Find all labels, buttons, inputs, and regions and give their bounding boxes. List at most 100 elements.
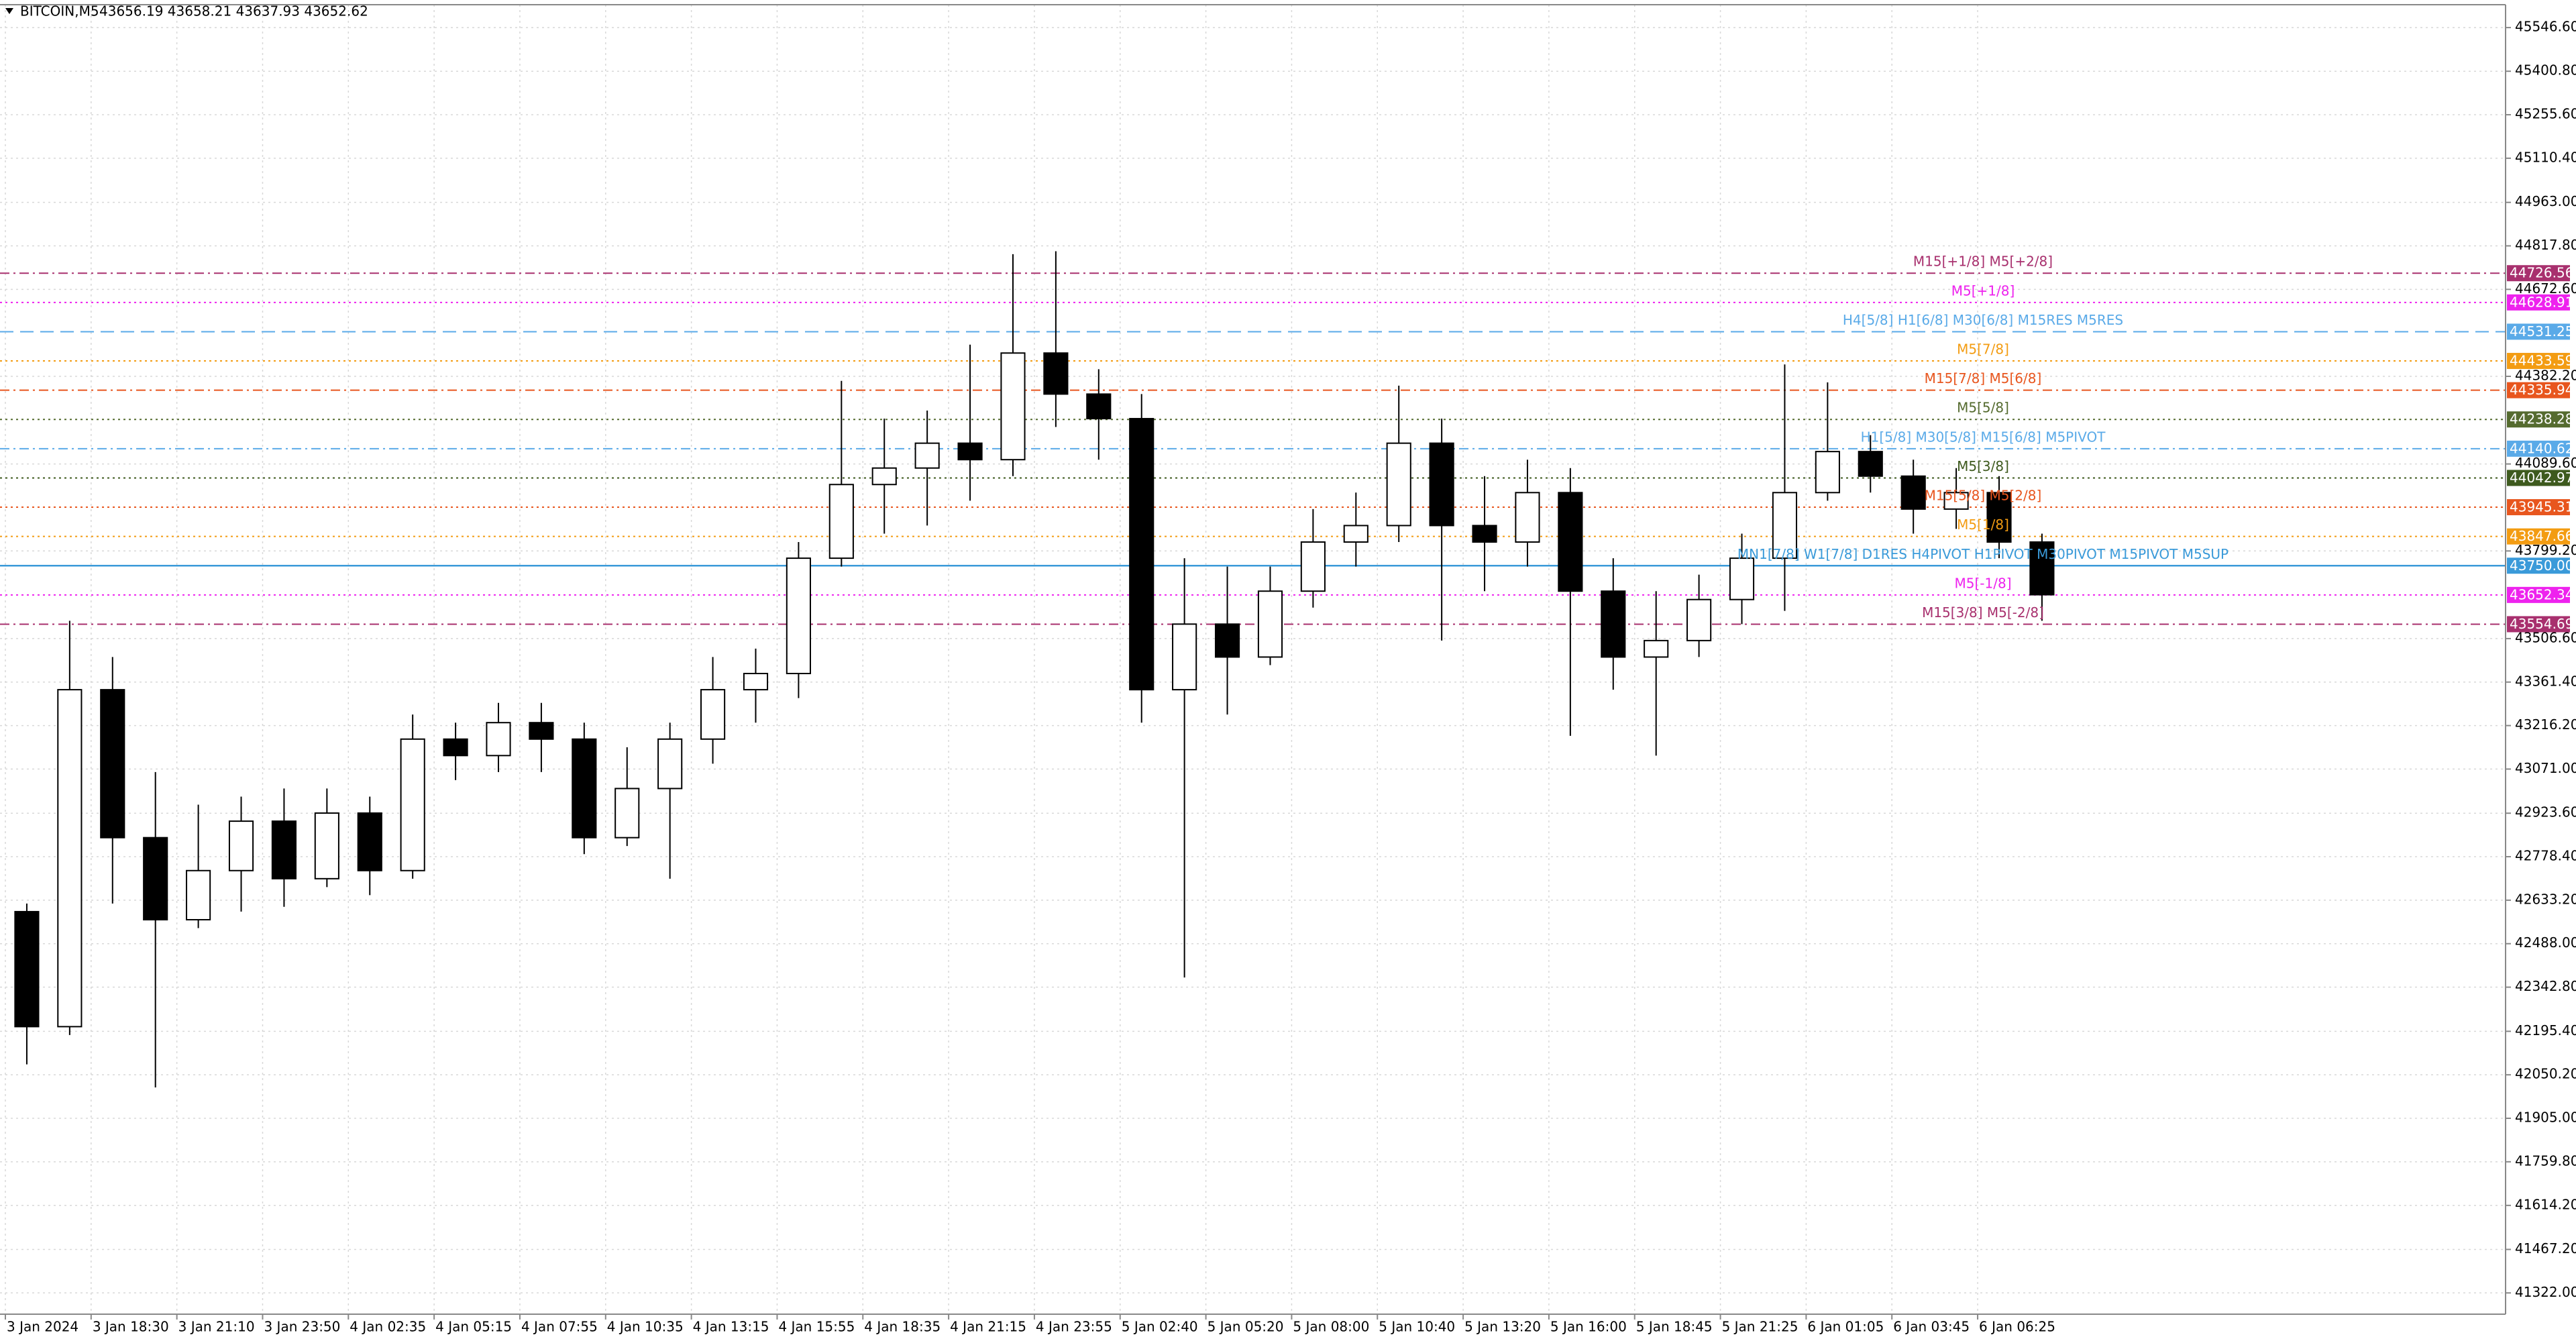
y-tick-label: 42050.20 <box>2515 1066 2576 1082</box>
x-tick-label: 6 Jan 01:05 <box>1807 1319 1884 1335</box>
x-tick-label: 6 Jan 06:25 <box>1979 1319 2055 1335</box>
y-tick-label: 45400.80 <box>2515 62 2576 78</box>
candle-body <box>57 689 83 1028</box>
x-tick-label: 5 Jan 18:45 <box>1636 1319 1713 1335</box>
candle-body <box>1558 492 1583 592</box>
y-tick-label: 42633.20 <box>2515 891 2576 907</box>
level-price-label: 44433.59 <box>2510 353 2573 369</box>
y-tick-label: 42342.80 <box>2515 978 2576 994</box>
x-tick-label: 4 Jan 15:55 <box>778 1319 855 1335</box>
level-price-box <box>2507 440 2570 457</box>
x-tick-label: 5 Jan 02:40 <box>1122 1319 1198 1335</box>
level-price-label: 44042.97 <box>2510 470 2573 486</box>
y-tick-label: 41322.00 <box>2515 1284 2576 1300</box>
level-price-label: 43847.66 <box>2510 528 2573 544</box>
candle-body <box>314 812 339 879</box>
x-tick-label: 3 Jan 21:10 <box>178 1319 255 1335</box>
level-label: M15[+1/8] M5[+2/8] <box>1913 254 2053 270</box>
x-tick-label: 5 Jan 10:40 <box>1379 1319 1455 1335</box>
level-price-label: 44238.28 <box>2510 411 2573 427</box>
candle-body <box>1300 541 1326 592</box>
level-label: H1[5/8] M30[5/8] M15[6/8] M5PIVOT <box>1861 429 2106 445</box>
level-price-box <box>2507 265 2570 282</box>
level-price-box <box>2507 528 2570 545</box>
level-price-box <box>2507 382 2570 398</box>
level-price-label: 43945.31 <box>2510 499 2573 515</box>
y-tick-label: 42923.60 <box>2515 804 2576 820</box>
x-tick-label: 4 Jan 13:15 <box>693 1319 769 1335</box>
candle-body <box>1214 623 1240 658</box>
level-price-label: 43554.69 <box>2510 616 2573 632</box>
x-tick-label: 3 Jan 23:50 <box>264 1319 340 1335</box>
candle-body <box>1686 598 1712 641</box>
candle-body <box>743 672 769 691</box>
level-price-label: 43652.34 <box>2510 586 2573 602</box>
x-tick-label: 5 Jan 05:20 <box>1208 1319 1284 1335</box>
y-tick-label: 43799.20 <box>2515 542 2576 558</box>
x-tick-label: 4 Jan 07:55 <box>521 1319 598 1335</box>
level-label: M5[1/8] <box>1957 517 2009 533</box>
chart-subtitle: 43656.19 43658.21 43637.93 43652.62 <box>99 3 368 19</box>
x-tick-label: 5 Jan 13:20 <box>1464 1319 1541 1335</box>
level-price-box <box>2507 586 2570 603</box>
candle-body <box>572 738 597 839</box>
candle-body <box>1472 525 1497 543</box>
candle-body <box>143 837 168 920</box>
candle-body <box>529 722 554 740</box>
level-price-label: 43750.00 <box>2510 557 2573 574</box>
x-tick-label: 4 Jan 23:55 <box>1036 1319 1112 1335</box>
level-label: M15[3/8] M5[-2/8] <box>1922 604 2044 621</box>
level-label: H4[5/8] H1[6/8] M30[6/8] M15RES M5RES <box>1843 312 2123 328</box>
x-tick-label: 4 Jan 02:35 <box>350 1319 426 1335</box>
x-tick-label: 6 Jan 03:45 <box>1893 1319 1970 1335</box>
candle-body <box>486 722 511 757</box>
level-price-box <box>2507 411 2570 428</box>
x-tick-label: 4 Jan 10:35 <box>607 1319 684 1335</box>
level-label: M5[3/8] <box>1957 458 2009 474</box>
candle-body <box>700 689 726 740</box>
level-price-box <box>2507 470 2570 486</box>
candle-body <box>186 869 211 920</box>
y-tick-label: 43361.40 <box>2515 673 2576 689</box>
candle-body <box>100 689 125 839</box>
y-tick-label: 42778.40 <box>2515 848 2576 864</box>
candle-body <box>14 910 40 1028</box>
candle-body <box>1343 525 1368 543</box>
y-tick-label: 44817.80 <box>2515 237 2576 253</box>
level-price-label: 44335.94 <box>2510 382 2573 398</box>
y-tick-label: 45110.40 <box>2515 149 2576 165</box>
level-price-box <box>2507 323 2570 340</box>
y-tick-label: 42488.00 <box>2515 934 2576 951</box>
candle-body <box>1986 492 2012 543</box>
candle-body <box>2029 541 2055 596</box>
y-tick-label: 41614.20 <box>2515 1196 2576 1212</box>
candle-body <box>828 484 854 559</box>
x-tick-label: 5 Jan 08:00 <box>1293 1319 1369 1335</box>
level-label: M15[5/8] M5[2/8] <box>1925 488 2042 504</box>
candle-body <box>1772 492 1798 559</box>
candles <box>14 251 2055 1088</box>
x-tick-label: 4 Jan 05:15 <box>435 1319 512 1335</box>
candle-body <box>1943 492 1969 510</box>
x-tick-label: 5 Jan 21:25 <box>1722 1319 1799 1335</box>
candle-body <box>1900 475 1926 510</box>
candle-body <box>914 442 940 469</box>
y-tick-label: 44089.60 <box>2515 455 2576 471</box>
x-tick-label: 4 Jan 18:35 <box>864 1319 941 1335</box>
level-label: M5[-1/8] <box>1955 575 2012 591</box>
y-tick-label: 44382.20 <box>2515 367 2576 383</box>
y-tick-label: 42195.40 <box>2515 1022 2576 1038</box>
y-tick-label: 44963.00 <box>2515 193 2576 209</box>
candle-body <box>1858 451 1883 477</box>
y-tick-label: 41759.80 <box>2515 1153 2576 1169</box>
y-tick-label: 44672.60 <box>2515 280 2576 297</box>
levels <box>0 272 2506 625</box>
candle-body <box>271 820 297 879</box>
y-tick-label: 41467.20 <box>2515 1240 2576 1256</box>
level-price-label: 44726.56 <box>2510 265 2573 281</box>
candle-body <box>1000 352 1026 461</box>
menu-arrow[interactable] <box>5 8 13 14</box>
level-label: M5[+1/8] <box>1951 282 2015 299</box>
